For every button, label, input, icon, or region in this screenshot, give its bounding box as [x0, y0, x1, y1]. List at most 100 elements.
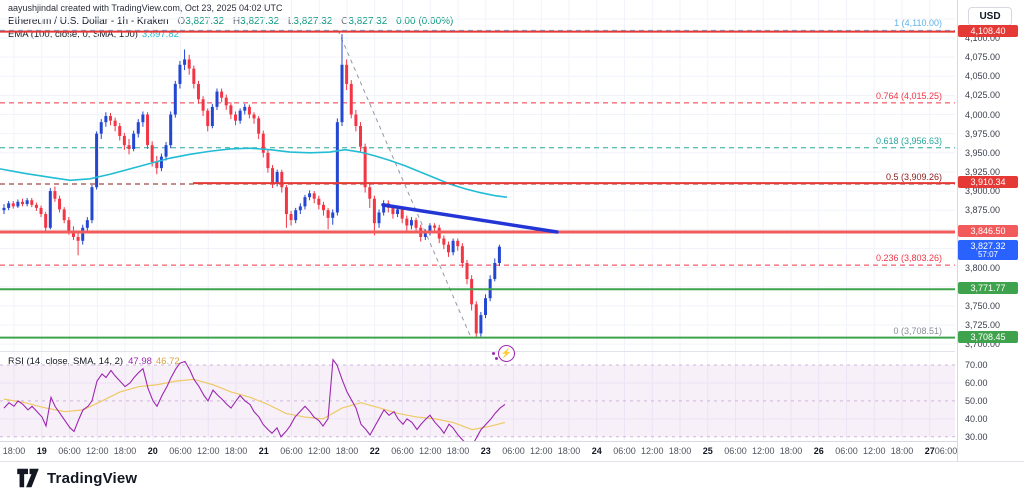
- lightning-circle-icon[interactable]: ⚡: [498, 345, 515, 362]
- annotation-dot: [492, 352, 495, 355]
- fib-level-label: 0 (3,708.51): [893, 325, 942, 336]
- rsi-band: [0, 365, 955, 437]
- fib-level-label: 1 (4,110.00): [894, 18, 942, 29]
- fib-level-label: 0.236 (3,803.26): [875, 253, 942, 264]
- tradingview-logo-icon: [17, 468, 39, 488]
- symbol-title[interactable]: Ethereum / U.S. Dollar - 1h - Kraken: [8, 16, 169, 27]
- rsi-ma-line[interactable]: [3, 378, 506, 431]
- price-tick: 3,875.00: [965, 205, 1001, 216]
- tradingview-logo-text: TradingView: [47, 469, 138, 487]
- price-line-label: 3,910.34: [958, 176, 1018, 189]
- time-tick: 06:00: [169, 446, 192, 456]
- high-label: H: [232, 16, 241, 27]
- price-line-label: 3,708.45: [958, 330, 1018, 343]
- rsi-tick: 30.00: [965, 431, 988, 442]
- rsi-ma-value: 46.72: [155, 356, 180, 367]
- time-tick: 21: [258, 446, 269, 456]
- time-tick: 06:00: [280, 446, 303, 456]
- time-tick: 12:00: [85, 446, 109, 456]
- time-tick: 24: [591, 446, 602, 456]
- time-tick: 22: [369, 446, 380, 456]
- rsi-value: 47.98: [128, 356, 152, 367]
- last-price-label: 3,827.32 57:07: [958, 239, 1018, 260]
- price-tick: 3,925.00: [965, 166, 1001, 177]
- price-tick: 4,000.00: [965, 109, 1001, 120]
- ema-line[interactable]: [0, 147, 508, 198]
- time-axis[interactable]: 18:00 19 06:00 12:00 18:00 20 06:00 12:00 18:00 2…: [0, 441, 1024, 462]
- fib-baseline[interactable]: [337, 30, 472, 338]
- time-tick: 20: [147, 446, 158, 456]
- price-tick: 3,750.00: [965, 300, 1001, 311]
- time-tick: 23: [480, 446, 491, 456]
- time-tick: 12:00: [307, 446, 331, 456]
- low-value: 3,827.32: [293, 16, 333, 27]
- price-tick: 4,050.00: [965, 71, 1001, 82]
- grid: [0, 0, 955, 440]
- price-line-label: 3,771.77: [958, 282, 1018, 295]
- rsi-tick: 40.00: [965, 413, 988, 424]
- time-tick: 06:00: [391, 446, 414, 456]
- time-tick: 19: [36, 446, 47, 456]
- fib-level-label: 0.618 (3,956.63): [875, 135, 942, 146]
- time-tick: 06:00: [934, 446, 958, 456]
- rsi-tick: 70.00: [965, 360, 988, 370]
- change-value: 0.00 (0.00%): [396, 16, 454, 27]
- bar-countdown: 57:07: [977, 249, 999, 259]
- time-tick: 18:00: [557, 446, 581, 456]
- time-tick: 06:00: [835, 446, 858, 456]
- time-tick: 18:00: [113, 446, 137, 456]
- time-tick: 18:00: [335, 446, 359, 456]
- time-tick: 06:00: [613, 446, 636, 456]
- price-line-label: 4,108.40: [958, 24, 1018, 37]
- fib-retracement[interactable]: [0, 29, 955, 339]
- currency-usd-button[interactable]: USD: [968, 7, 1012, 26]
- close-value: 3,827.32: [348, 16, 388, 27]
- ema-legend[interactable]: EMA (100, close, 0, SMA, 100) 3,897.82: [8, 29, 179, 40]
- low-label: L: [287, 16, 294, 27]
- bottom-bar: TradingView: [0, 461, 1024, 493]
- trendline[interactable]: [381, 203, 559, 234]
- annotation-dot: [495, 357, 498, 360]
- time-tick: 18:00: [779, 446, 803, 456]
- time-tick: 12:00: [751, 446, 775, 456]
- time-tick: 06:00: [724, 446, 747, 456]
- time-tick: 27: [924, 446, 935, 456]
- time-tick: 18:00: [2, 446, 26, 456]
- rsi-line[interactable]: [3, 358, 506, 447]
- time-tick: 06:00: [58, 446, 81, 456]
- fib-level-label: 0.5 (3,909.26): [885, 171, 942, 182]
- chart-canvas[interactable]: [0, 0, 957, 461]
- price-tick: 4,075.00: [965, 52, 1001, 63]
- symbol-legend[interactable]: Ethereum / U.S. Dollar - 1h - Kraken O 3,…: [8, 16, 453, 27]
- open-label: O: [177, 16, 186, 27]
- tradingview-logo[interactable]: TradingView: [16, 468, 137, 488]
- time-tick: 26: [813, 446, 824, 456]
- price-tick: 4,100.00: [965, 33, 1001, 43]
- time-tick: 12:00: [862, 446, 886, 456]
- rsi-legend[interactable]: RSI (14, close, SMA, 14, 2) 47.98 46.72: [8, 356, 180, 367]
- time-tick: 12:00: [418, 446, 442, 456]
- close-label: C: [341, 16, 349, 27]
- candles-series[interactable]: [2, 34, 501, 338]
- price-axis[interactable]: USD 4,100.00 4,075.00 4,050.00 4,025.00 4,00…: [957, 0, 1024, 461]
- time-tick: 18:00: [446, 446, 470, 456]
- rsi-tick: 50.00: [965, 395, 988, 406]
- watermark: aayushjindal created with TradingView.co…: [8, 3, 283, 13]
- price-tick: 3,900.00: [965, 186, 1001, 197]
- price-tick: 3,975.00: [965, 128, 1001, 139]
- fib-level-label: 0.764 (4,015.25): [875, 90, 942, 101]
- ema-value: 3,897.82: [141, 29, 179, 40]
- price-tick: 3,725.00: [965, 319, 1001, 330]
- price-tick: 4,025.00: [965, 90, 1001, 101]
- price-tick: 3,800.00: [965, 262, 1001, 273]
- time-tick: 25: [702, 446, 713, 456]
- rsi-tick: 60.00: [965, 377, 988, 388]
- ema-label[interactable]: EMA (100, close, 0, SMA, 100): [8, 29, 138, 40]
- time-tick: 12:00: [196, 446, 220, 456]
- high-value: 3,827.32: [240, 16, 280, 27]
- rsi-label[interactable]: RSI (14, close, SMA, 14, 2): [8, 356, 124, 367]
- price-tick: 3,700.00: [965, 339, 1001, 350]
- price-line-label: 3,846.50: [958, 225, 1018, 237]
- price-tick: 3,950.00: [965, 147, 1001, 158]
